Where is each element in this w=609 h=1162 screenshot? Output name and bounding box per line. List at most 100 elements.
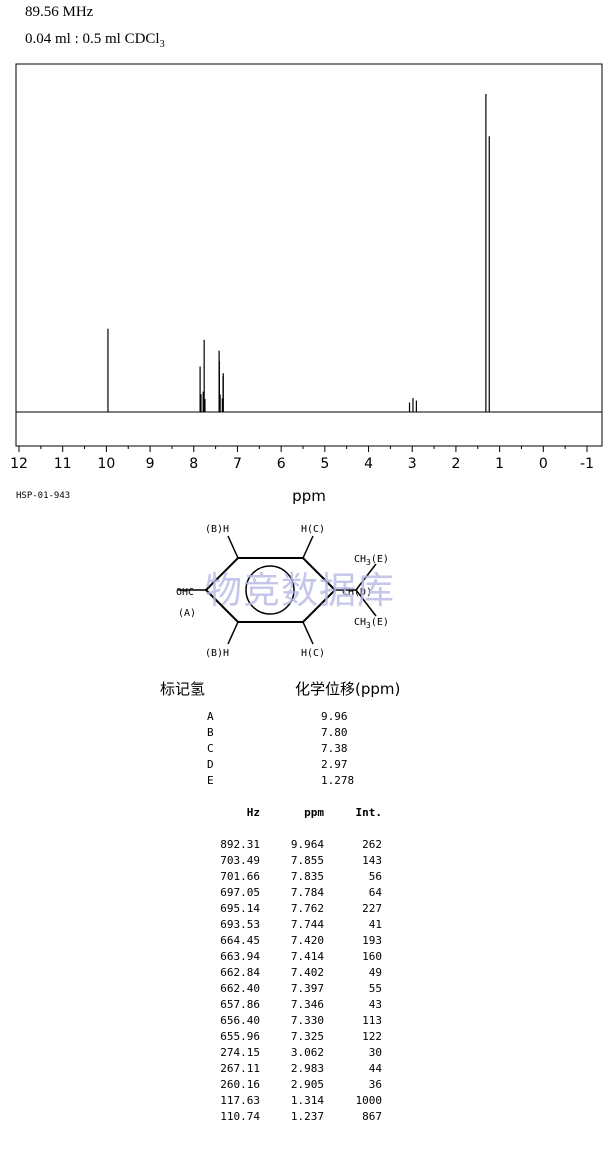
peak-row: 655.96 7.325 122 [208, 1028, 382, 1044]
peak-hz: 697.05 [220, 885, 260, 899]
label-methyl-bottom: CH3(E) [354, 617, 389, 630]
peak-row: 695.14 7.762 227 [208, 900, 382, 916]
assignment-shift-heading: 化学位移(ppm) [295, 680, 401, 698]
assignment-label-heading: 标记氢 [160, 680, 206, 698]
peak-intensity: 867 [362, 1109, 382, 1123]
peak-ppm: 7.330 [290, 1013, 324, 1027]
peak-intensity: 143 [362, 853, 382, 867]
peak-row: 117.63 1.314 1000 [208, 1092, 382, 1108]
shift-row: A 9.96 [207, 708, 354, 724]
x-tick-label: 9 [146, 456, 155, 472]
chemical-shift: 2.97 [321, 757, 348, 771]
col-ppm: ppm [304, 805, 324, 819]
peak-intensity: 227 [362, 901, 382, 915]
peak-row: 701.66 7.835 56 [208, 868, 382, 884]
peak-row: 697.05 7.784 64 [208, 884, 382, 900]
peak-intensity: 64 [368, 885, 382, 899]
shift-row: C 7.38 [207, 740, 354, 756]
label-top-left-h: (B)H [205, 524, 229, 535]
peak-hz: 267.11 [220, 1061, 260, 1075]
peak-row: 260.16 2.905 36 [208, 1076, 382, 1092]
peak-intensity: 30 [368, 1045, 382, 1059]
col-int: Int. [355, 805, 383, 819]
label-aldehyde-a: (A) [178, 608, 196, 619]
shift-row: D 2.97 [207, 756, 354, 772]
molecular-structure: (B)H H(C) (B)H H(C) OHC (A) CH3(E) CH(D)… [176, 524, 389, 659]
peak-hz: 664.45 [220, 933, 260, 947]
peak-hz: 274.15 [220, 1045, 260, 1059]
x-tick-label: 10 [97, 456, 115, 472]
peak-row: 693.53 7.744 41 [208, 916, 382, 932]
peak-ppm: 7.784 [290, 885, 324, 899]
hydrogen-label: E [207, 773, 214, 787]
x-tick-label: 12 [10, 456, 28, 472]
shift-row: B 7.80 [207, 724, 354, 740]
peak-ppm: 7.744 [290, 917, 324, 931]
label-aldehyde: OHC [176, 587, 194, 598]
shift-assignment-table: A 9.96 B 7.80 C 7.38 D 2.97 E 1.278 [207, 708, 354, 788]
peak-intensity: 56 [368, 869, 382, 883]
sample-subscript: 3 [159, 39, 165, 50]
peak-ppm: 7.855 [290, 853, 324, 867]
label-top-right-h: H(C) [301, 524, 325, 535]
peak-ppm: 9.964 [290, 837, 324, 851]
chemical-shift: 9.96 [321, 709, 348, 723]
peak-row: 274.15 3.062 30 [208, 1044, 382, 1060]
sample-description: 0.04 ml : 0.5 ml CDCl3 [25, 31, 165, 50]
bond-bottom-right [302, 621, 314, 645]
peak-intensity: 44 [368, 1061, 382, 1075]
x-tick-label: 4 [364, 456, 373, 472]
aromatic-circle [245, 565, 295, 615]
peak-hz: 657.86 [220, 997, 260, 1011]
peak-hz: 892.31 [220, 837, 260, 851]
col-hz: Hz [246, 805, 260, 819]
peak-ppm: 7.402 [290, 965, 324, 979]
peak-ppm: 7.414 [290, 949, 324, 963]
x-tick-label: -1 [580, 456, 594, 472]
peak-intensity: 41 [368, 917, 382, 931]
watermark: 物竞数据库 [205, 569, 395, 612]
peak-row: 110.74 1.237 867 [208, 1108, 382, 1124]
peak-intensity: 43 [368, 997, 382, 1011]
peak-hz: 663.94 [220, 949, 260, 963]
peak-hz: 701.66 [220, 869, 260, 883]
peak-intensity: 36 [368, 1077, 382, 1091]
peak-intensity: 1000 [355, 1093, 383, 1107]
peak-row: 656.40 7.330 113 [208, 1012, 382, 1028]
peak-row: 662.40 7.397 55 [208, 980, 382, 996]
label-bottom-left-h: (B)H [205, 648, 229, 659]
spectrum-code: HSP-01-943 [16, 491, 71, 501]
peak-intensity: 160 [362, 949, 382, 963]
hydrogen-label: B [207, 725, 214, 739]
peak-hz: 260.16 [220, 1077, 260, 1091]
x-tick-label: 3 [408, 456, 417, 472]
label-bottom-right-h: H(C) [301, 648, 325, 659]
bond-methyl-top [355, 563, 377, 591]
peak-ppm: 7.325 [290, 1029, 324, 1043]
hydrogen-label: D [207, 757, 214, 771]
chemical-shift: 7.38 [321, 741, 348, 755]
peak-ppm: 7.420 [290, 933, 324, 947]
peak-hz: 656.40 [220, 1013, 260, 1027]
peak-intensity: 113 [362, 1013, 382, 1027]
peak-ppm: 1.237 [290, 1109, 324, 1123]
hydrogen-label: C [207, 741, 214, 755]
label-methine: CH(D) [342, 587, 372, 598]
peak-row: 892.31 9.964 262 [208, 836, 382, 852]
x-tick-label: 1 [495, 456, 504, 472]
bond-top-right [302, 535, 314, 559]
x-tick-label: 2 [451, 456, 460, 472]
peak-ppm: 3.062 [290, 1045, 324, 1059]
bond-bottom-left [227, 621, 239, 645]
nmr-spectrum-chart: 12 11 10 9 8 7 6 5 4 3 2 1 0 -1 ppm [10, 63, 603, 505]
chemical-shift: 7.80 [321, 725, 348, 739]
peak-hz: 703.49 [220, 853, 260, 867]
peak-hz: 110.74 [220, 1109, 260, 1123]
x-tick-label: 7 [233, 456, 242, 472]
peak-list-table: Hz ppm Int. 892.31 9.964 262 703.49 7.855 143… [208, 804, 382, 1124]
peak-ppm: 7.762 [290, 901, 324, 915]
x-tick-label: 11 [54, 456, 72, 472]
peak-ppm: 2.983 [290, 1061, 324, 1075]
peak-ppm: 7.346 [290, 997, 324, 1011]
x-tick-label: 0 [539, 456, 548, 472]
